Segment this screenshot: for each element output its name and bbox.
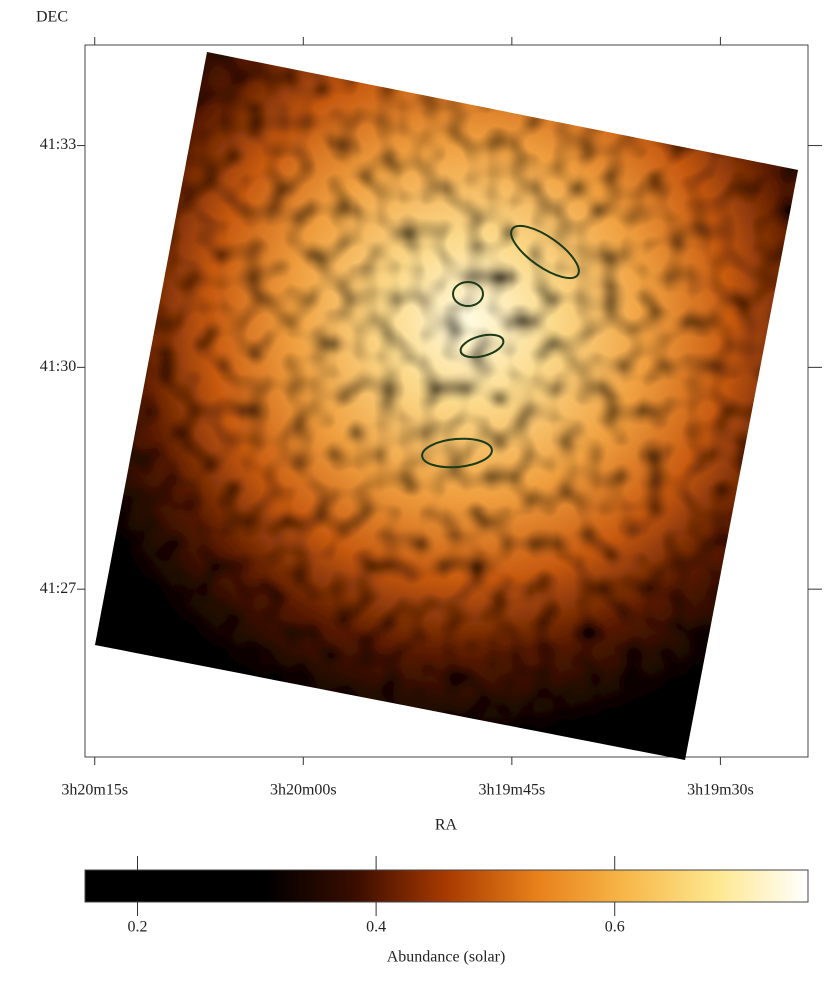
x-tick-label: 3h20m00s bbox=[270, 782, 337, 799]
colorbar-label: Abundance (solar) bbox=[387, 949, 506, 966]
ellipse bbox=[452, 281, 484, 307]
ellipse bbox=[459, 333, 505, 359]
abundance-map bbox=[95, 52, 798, 760]
region-ellipses bbox=[421, 224, 580, 469]
y-tick-label: 41:33 bbox=[40, 136, 76, 153]
colorbar-tick-label: 0.2 bbox=[127, 919, 147, 936]
colorbar bbox=[84, 869, 809, 903]
x-tick-label: 3h19m45s bbox=[479, 782, 546, 799]
ellipse bbox=[510, 224, 580, 280]
x-tick-label: 3h19m30s bbox=[687, 782, 754, 799]
ellipse bbox=[421, 437, 493, 469]
x-tick-label: 3h20m15s bbox=[61, 782, 128, 799]
plot-frame bbox=[84, 44, 809, 758]
colorbar-tick-label: 0.6 bbox=[605, 919, 625, 936]
y-tick-label: 41:30 bbox=[40, 358, 76, 375]
y-tick-label: 41:27 bbox=[40, 580, 76, 597]
y-axis-label: DEC bbox=[36, 9, 68, 26]
colorbar-tick-label: 0.4 bbox=[366, 919, 386, 936]
x-axis-label: RA bbox=[435, 817, 458, 834]
